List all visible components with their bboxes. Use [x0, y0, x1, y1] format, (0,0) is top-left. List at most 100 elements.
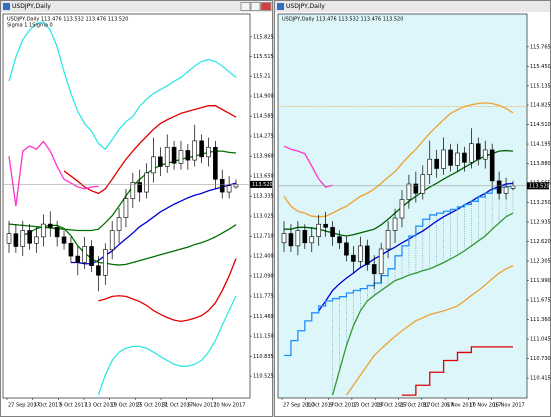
minimize-button[interactable]	[240, 2, 251, 11]
chart-info: USDJPY,Daily 113.476 113.532 113.476 113…	[282, 17, 403, 23]
y-tick-label: 113.250	[530, 200, 551, 206]
candle-body	[158, 156, 163, 167]
candle-body	[151, 156, 156, 174]
chart-window: USDJPY,Daily 115.765 115.450 115.135 114.82…	[274, 0, 551, 417]
candle-body	[61, 236, 67, 244]
x-tick-label: 6 Nov 2017	[188, 403, 217, 409]
candle-body	[54, 226, 60, 238]
indicator-line	[401, 346, 513, 396]
x-tick-label: 9 Oct 2017	[59, 403, 87, 409]
candle-body	[503, 186, 509, 194]
chart-info: USDJPY,Daily 113.476 113.532 113.476 113…	[7, 17, 128, 23]
y-tick-label: 111.775	[253, 294, 274, 300]
candle-body	[281, 233, 287, 244]
y-tick-label: 113.880	[530, 161, 551, 167]
y-tick-label: 111.360	[530, 317, 551, 323]
candle-body	[316, 223, 321, 237]
candle-body	[164, 146, 170, 167]
candle-body	[233, 184, 239, 188]
indicator-line	[284, 185, 514, 357]
y-tick-label: 114.825	[530, 103, 551, 109]
candle-body	[137, 182, 142, 193]
y-tick-label: 112.305	[530, 259, 551, 265]
y-tick-label: 115.450	[530, 64, 551, 70]
y-tick-label: 112.935	[530, 220, 551, 226]
candle-body	[144, 172, 149, 193]
y-tick-label: 113.960	[253, 154, 274, 160]
candle-body	[351, 254, 356, 262]
x-tick-label: 19 Oct 2017	[111, 403, 142, 409]
window-icon	[3, 3, 10, 10]
indicator-line	[345, 265, 514, 396]
y-tick-label: 111.675	[530, 298, 551, 304]
candle-body	[482, 149, 488, 160]
close-button[interactable]	[260, 2, 272, 11]
candle-body	[178, 150, 184, 164]
indicator-line	[8, 21, 237, 151]
candle-body	[392, 217, 398, 231]
candle-body	[6, 233, 12, 244]
candle-body	[130, 182, 136, 199]
y-tick-label: 114.195	[530, 142, 551, 148]
candle-body	[462, 152, 467, 163]
candle-body	[358, 245, 363, 262]
candle-body	[13, 233, 19, 247]
chart-info: Sigma 1 1Sigma 0	[7, 23, 53, 29]
x-tick-label: 10 Nov 2017	[469, 403, 501, 409]
x-tick-label: 27 Sep 2017	[283, 403, 315, 409]
candle-body	[34, 236, 39, 244]
maximize-button[interactable]	[250, 2, 261, 11]
candle-body	[323, 223, 328, 228]
indicator-line	[8, 150, 237, 232]
candle-body	[364, 245, 370, 265]
x-tick-label: 31 Oct 2017	[162, 403, 193, 409]
candle-body	[496, 180, 502, 194]
y-tick-label: 113.025	[253, 214, 274, 220]
y-tick-label: 114.900	[253, 94, 274, 100]
candle-body	[413, 183, 419, 194]
y-tick-label: 114.510	[530, 122, 551, 128]
candle-body	[68, 242, 74, 257]
indicator-line	[63, 105, 237, 195]
y-tick-label: 110.415	[530, 376, 551, 382]
candle-body	[123, 198, 129, 218]
candle-body	[27, 230, 32, 244]
y-tick-label: 115.135	[530, 83, 551, 89]
candle-body	[109, 230, 115, 250]
indicator-line	[22, 224, 237, 266]
indicator-line	[331, 212, 514, 396]
x-tick-label: 19 Oct 2017	[376, 403, 407, 409]
last-price-label: 113.520	[529, 183, 550, 189]
y-tick-label: 110.730	[530, 356, 551, 362]
y-tick-label: 115.825	[253, 34, 274, 40]
candle-body	[406, 183, 412, 200]
candle-body	[192, 140, 198, 161]
candle-body	[489, 149, 495, 182]
window-icon	[277, 3, 284, 10]
candle-body	[41, 223, 46, 238]
y-tick-label: 115.765	[530, 44, 551, 50]
candle-body	[441, 149, 446, 169]
candle-body	[89, 246, 94, 266]
title-bar-bg	[275, 1, 550, 12]
candle-body	[226, 185, 232, 193]
chart-window: USDJPY,Daily 115.825 115.515 115.21 114.900…	[0, 0, 274, 417]
title-bar-bg	[1, 1, 272, 12]
candle-body	[116, 217, 122, 231]
x-tick-label: 31 Oct 2017	[423, 403, 454, 409]
candle-body	[399, 199, 405, 219]
y-tick-label: 113.650	[253, 174, 274, 180]
last-price-label: 113.520	[252, 182, 273, 188]
title-bar: USDJPY,Daily	[1, 1, 272, 12]
x-tick-label: 13 Oct 2017	[353, 403, 384, 409]
y-tick-label: 112.620	[530, 239, 551, 245]
y-tick-label: 111.460	[253, 314, 274, 320]
y-tick-label: 112.710	[253, 234, 274, 240]
x-tick-label: 3 Oct 2017	[306, 403, 334, 409]
x-tick-label: 16 Nov 2017	[493, 403, 525, 409]
x-tick-label: 27 Sep 2017	[8, 403, 40, 409]
candle-body	[213, 146, 218, 180]
y-tick-label: 111.045	[530, 337, 551, 343]
candle-body	[378, 248, 384, 275]
